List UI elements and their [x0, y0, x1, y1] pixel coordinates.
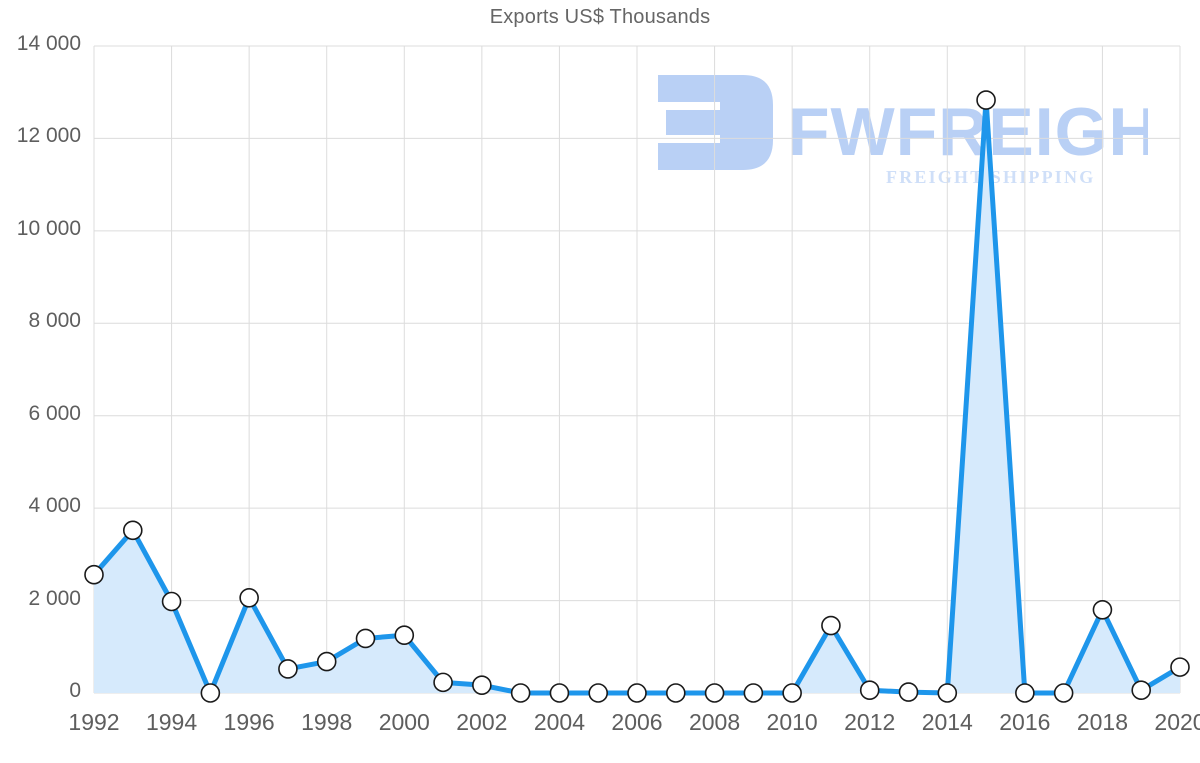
- y-axis-tick-label: 10 000: [16, 216, 81, 240]
- x-axis-tick-label: 2020: [1154, 709, 1200, 735]
- data-point-marker[interactable]: [627, 683, 647, 703]
- data-point-marker[interactable]: [239, 587, 259, 608]
- y-axis-tick-label: 6 000: [28, 401, 81, 425]
- data-point-marker[interactable]: [1053, 683, 1074, 703]
- data-point-marker[interactable]: [122, 520, 143, 541]
- grid-lines: [93, 45, 1181, 694]
- x-axis-tick-label: 2012: [844, 709, 896, 735]
- x-axis-tick-label: 2010: [766, 709, 818, 735]
- data-point-marker[interactable]: [976, 90, 996, 110]
- data-point-marker[interactable]: [1170, 657, 1190, 677]
- data-point-marker[interactable]: [84, 564, 104, 585]
- x-axis-tick-label: 2008: [688, 709, 741, 735]
- data-point-marker[interactable]: [743, 683, 764, 703]
- x-axis-tick-label: 2018: [1076, 709, 1128, 735]
- data-point-marker[interactable]: [278, 659, 298, 679]
- data-point-marker[interactable]: [1092, 600, 1113, 620]
- chart-title: Exports US$ Thousands: [489, 6, 711, 28]
- x-axis-tick-label: 2004: [533, 709, 585, 735]
- data-point-marker[interactable]: [472, 675, 492, 695]
- data-point-marker[interactable]: [316, 651, 337, 672]
- data-point-marker[interactable]: [859, 680, 880, 701]
- data-point-marker[interactable]: [510, 683, 531, 703]
- data-point-marker[interactable]: [588, 683, 609, 703]
- x-axis-tick-label: 2002: [456, 709, 508, 735]
- x-axis-tick-label: 2014: [921, 709, 973, 735]
- data-point-marker[interactable]: [937, 683, 958, 703]
- data-point-marker[interactable]: [1015, 683, 1035, 703]
- data-point-marker[interactable]: [433, 672, 453, 693]
- x-axis-tick-label: 2000: [378, 709, 430, 735]
- data-point-marker[interactable]: [821, 615, 841, 636]
- data-point-marker[interactable]: [1131, 680, 1152, 701]
- x-axis-tick-label: 1996: [223, 709, 275, 735]
- data-point-marker[interactable]: [665, 683, 686, 703]
- data-point-marker[interactable]: [200, 683, 221, 703]
- data-point-marker[interactable]: [704, 683, 725, 703]
- y-axis-tick-label: 12 000: [16, 124, 81, 148]
- data-point-marker[interactable]: [549, 683, 570, 703]
- y-axis-tick-label: 4 000: [28, 494, 81, 518]
- x-axis-tick-label: 1994: [145, 709, 198, 735]
- x-axis-tick-label: 2016: [999, 709, 1051, 735]
- data-point-marker[interactable]: [898, 682, 919, 702]
- data-point-marker[interactable]: [394, 625, 415, 646]
- series-markers[interactable]: [84, 90, 1190, 703]
- x-axis-tick-label: 1992: [68, 709, 120, 735]
- x-axis-tick-label: 1998: [301, 709, 353, 735]
- y-axis-tick-label: 2 000: [28, 586, 81, 610]
- data-point-marker[interactable]: [355, 628, 376, 649]
- x-axis-tick-label: 2006: [611, 709, 663, 735]
- y-axis-tick-label: 0: [69, 679, 81, 702]
- y-axis-tick-label: 8 000: [28, 309, 81, 333]
- data-point-marker[interactable]: [782, 683, 802, 703]
- data-point-marker[interactable]: [161, 591, 182, 612]
- y-axis-tick-label: 14 000: [16, 32, 81, 55]
